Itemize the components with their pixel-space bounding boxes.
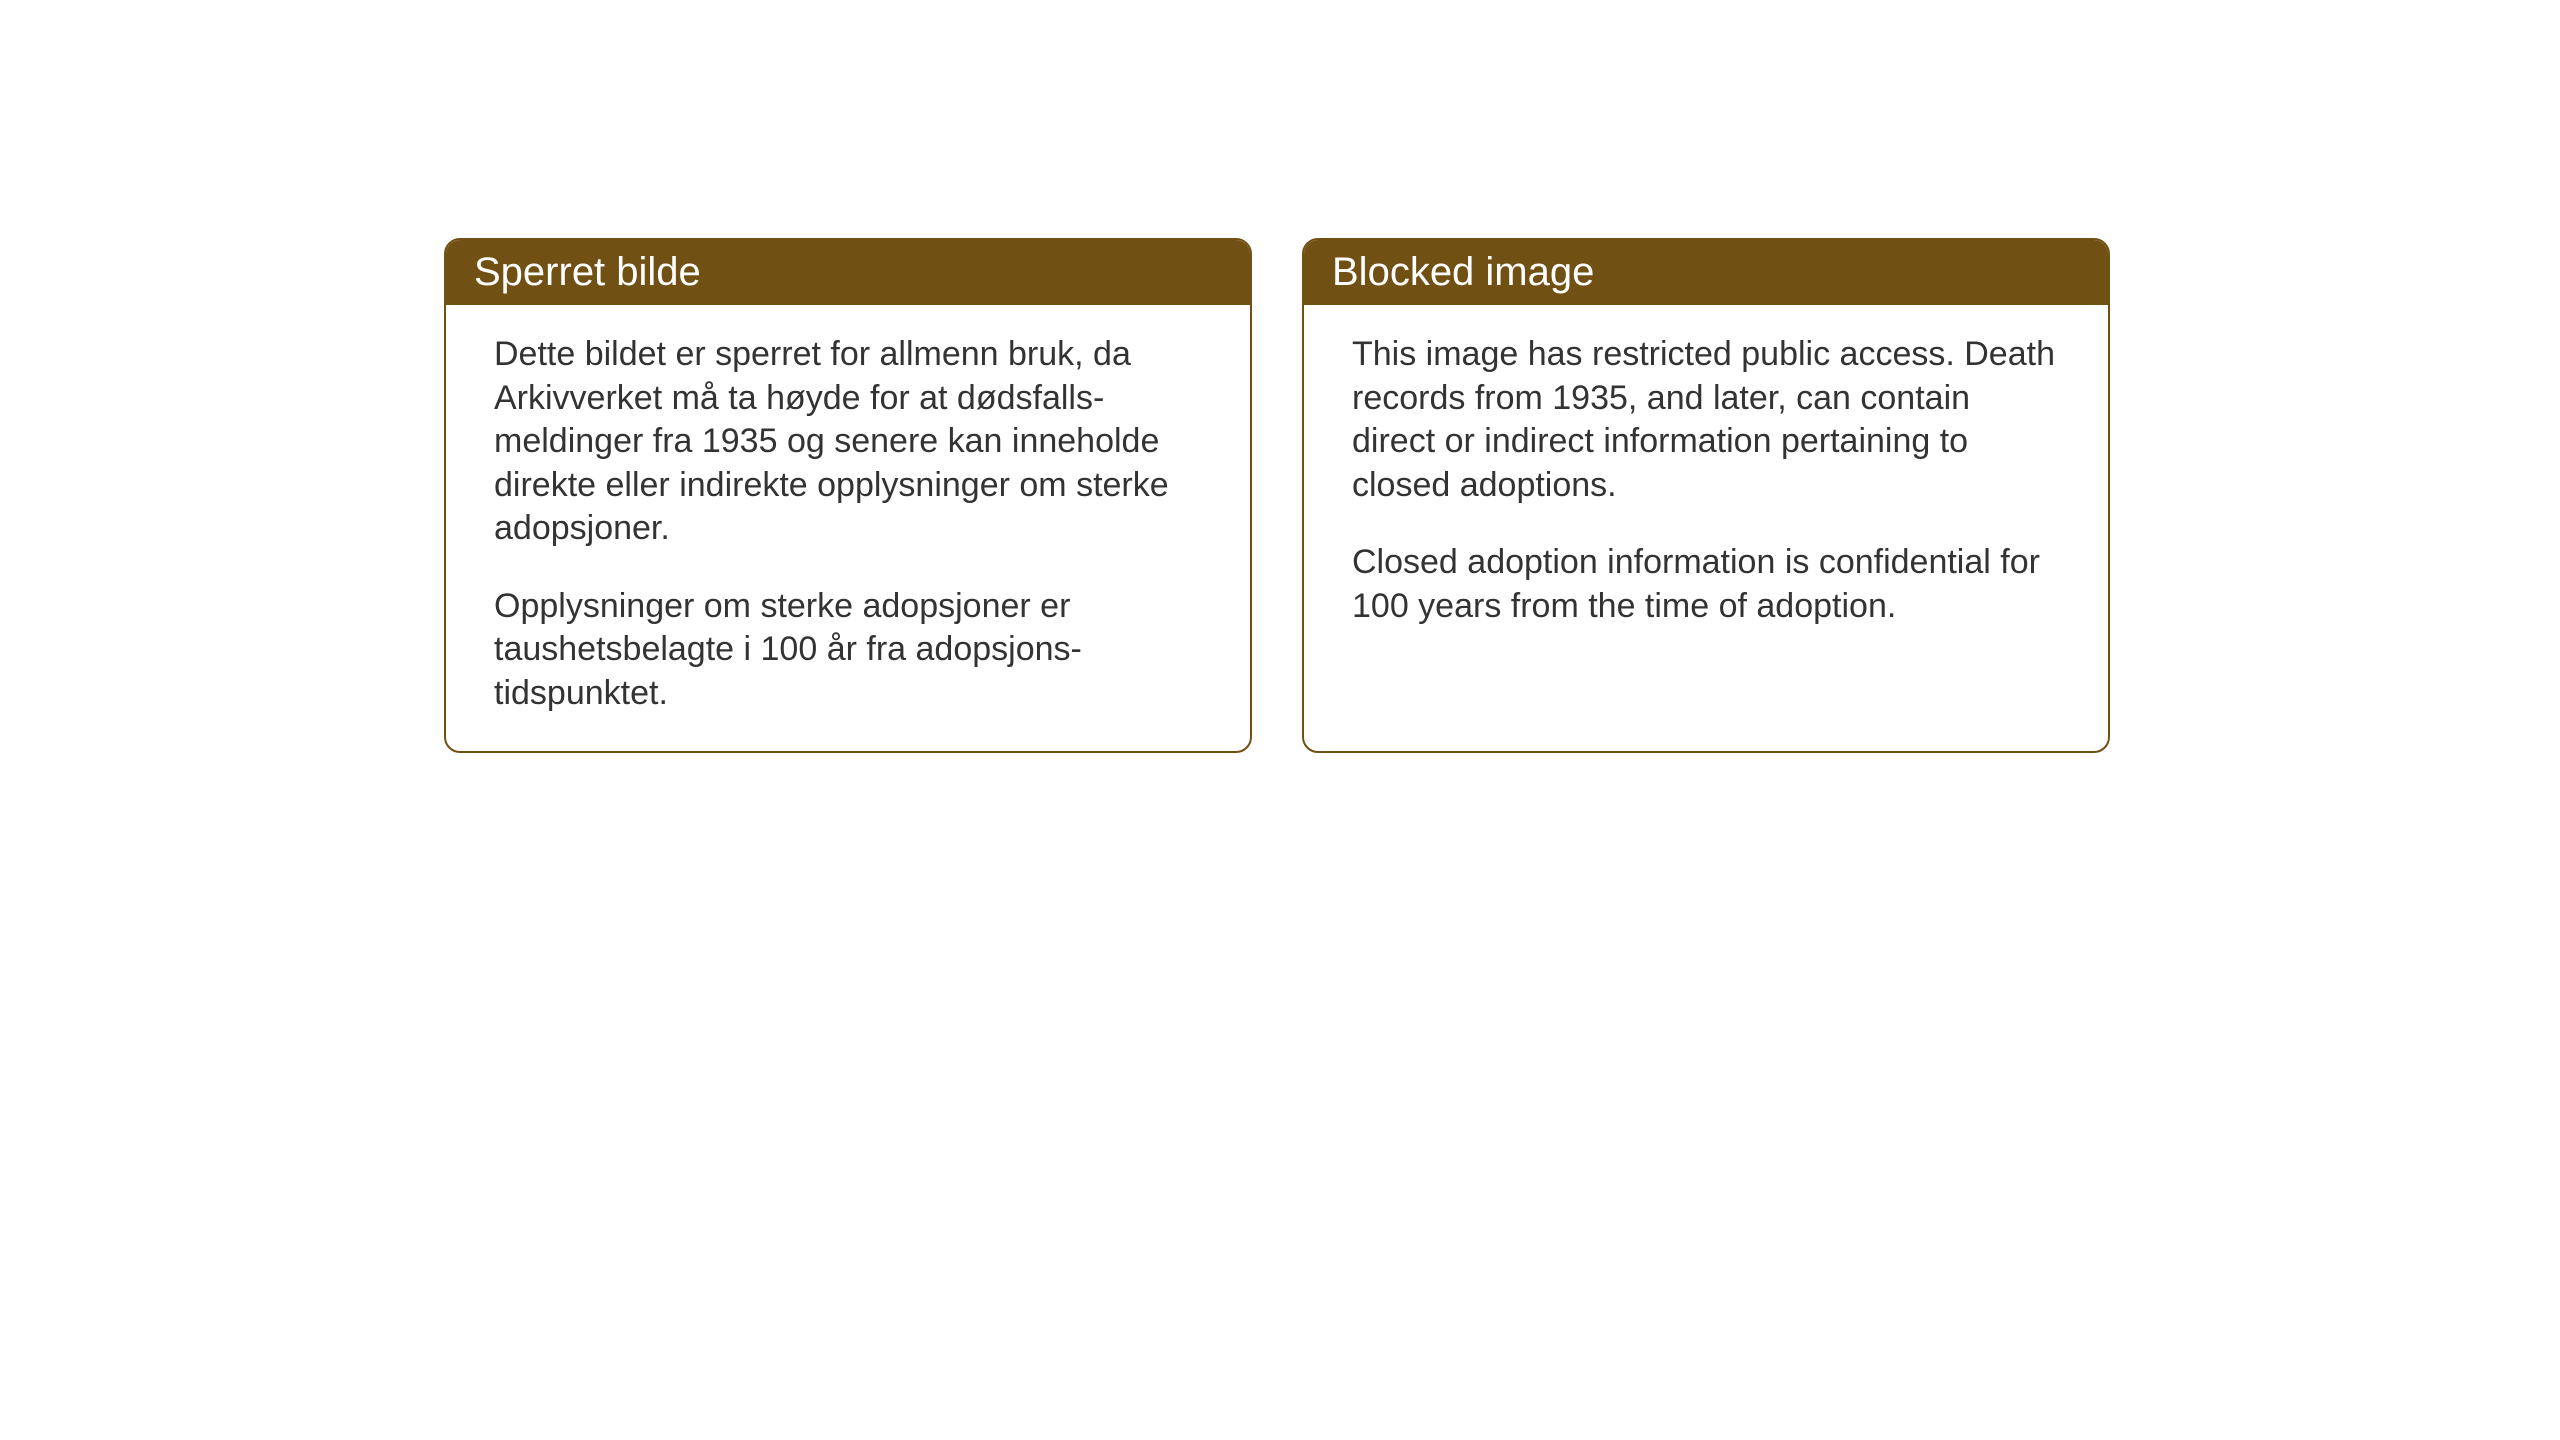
card-norwegian: Sperret bilde Dette bildet er sperret fo…	[444, 238, 1252, 753]
card-header-english: Blocked image	[1304, 240, 2108, 305]
card-paragraph-2-english: Closed adoption information is confident…	[1352, 541, 2060, 628]
card-paragraph-2-norwegian: Opplysninger om sterke adopsjoner er tau…	[494, 585, 1202, 716]
card-title-norwegian: Sperret bilde	[474, 250, 701, 294]
card-title-english: Blocked image	[1332, 250, 1594, 294]
card-paragraph-1-norwegian: Dette bildet er sperret for allmenn bruk…	[494, 333, 1202, 551]
card-body-english: This image has restricted public access.…	[1304, 305, 2108, 664]
card-english: Blocked image This image has restricted …	[1302, 238, 2110, 753]
card-header-norwegian: Sperret bilde	[446, 240, 1250, 305]
cards-container: Sperret bilde Dette bildet er sperret fo…	[444, 238, 2110, 753]
card-body-norwegian: Dette bildet er sperret for allmenn bruk…	[446, 305, 1250, 751]
card-paragraph-1-english: This image has restricted public access.…	[1352, 333, 2060, 507]
